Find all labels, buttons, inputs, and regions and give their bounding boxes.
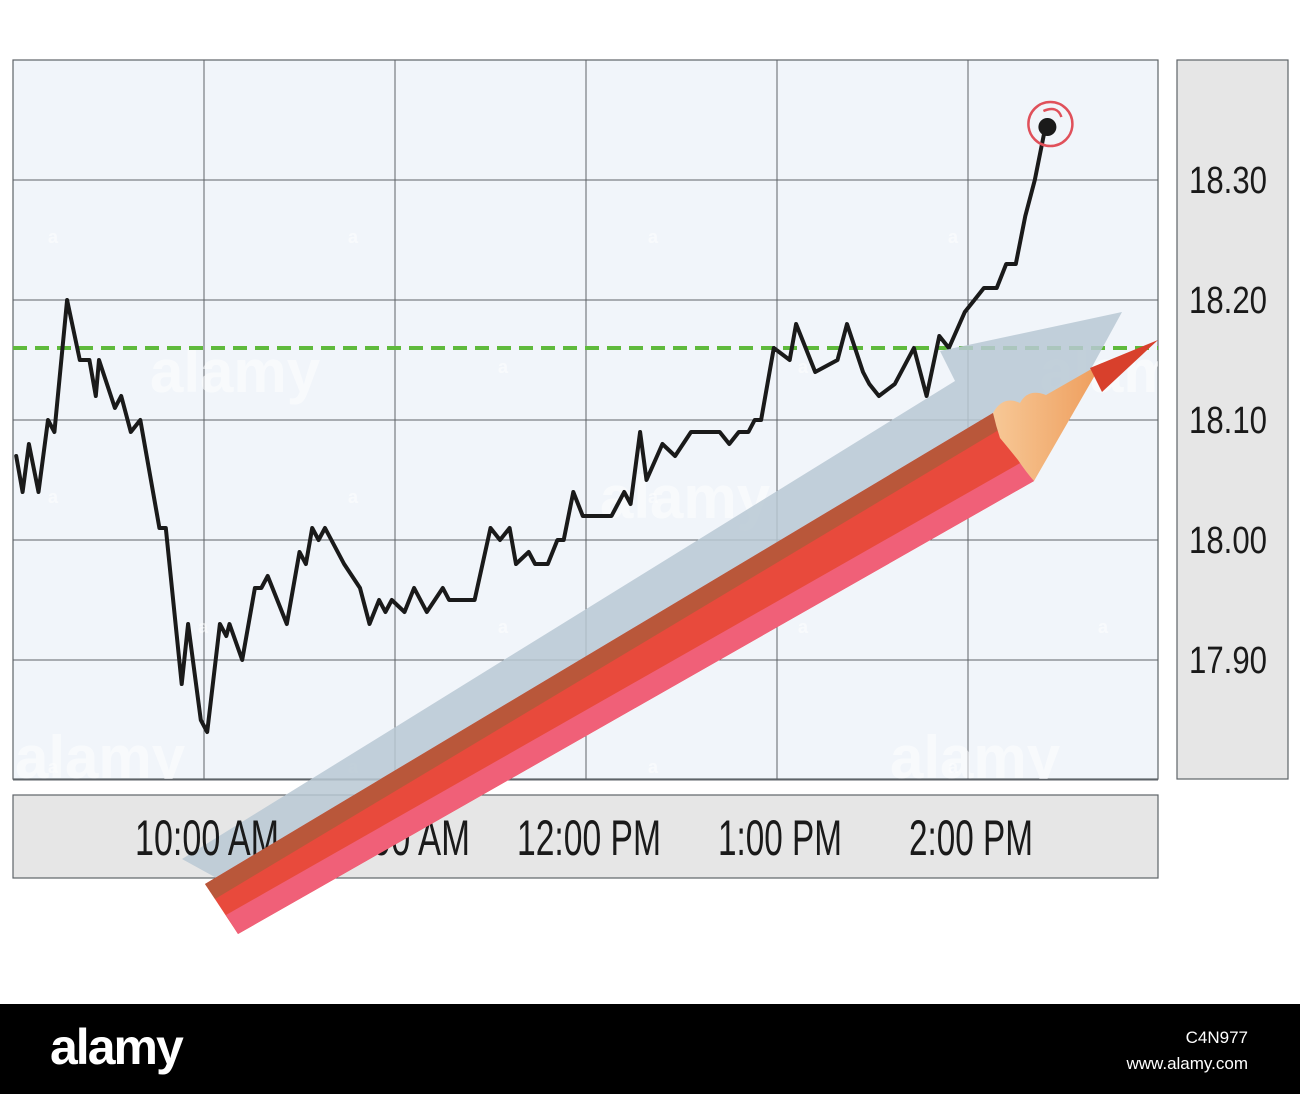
watermark-mark: a <box>348 487 359 507</box>
watermark-mark: a <box>648 757 659 777</box>
watermark-mark: a <box>498 617 509 637</box>
trend-arrow <box>182 312 1122 903</box>
watermark-mark: a <box>198 617 209 637</box>
pencil-wood <box>993 363 1102 481</box>
watermark-text: alamy <box>890 724 1061 791</box>
y-tick-label: 18.10 <box>1189 400 1267 442</box>
x-tick-label: 1:00 PM <box>718 810 842 866</box>
x-tick-label: 12:00 PM <box>517 810 661 866</box>
y-tick-label: 18.30 <box>1189 160 1267 202</box>
watermark-mark: a <box>498 357 509 377</box>
footer-bar: alamy C4N977 www.alamy.com <box>0 1004 1300 1094</box>
last-point-dot <box>1038 118 1057 136</box>
image-id-label: C4N977 <box>1185 1028 1248 1047</box>
pencil-illustration <box>205 340 1158 934</box>
watermark-mark: a <box>648 487 659 507</box>
watermark-mark: a <box>48 487 59 507</box>
x-tick-label: 2:00 PM <box>909 810 1033 866</box>
last-point-swirl <box>1042 107 1063 118</box>
y-tick-label: 18.20 <box>1189 280 1267 322</box>
watermark-mark: a <box>948 757 959 777</box>
watermark-mark: a <box>798 357 809 377</box>
last-point-ring <box>1027 100 1074 148</box>
watermark-mark: a <box>948 227 959 247</box>
watermark-text: alamy <box>15 724 186 791</box>
watermark-mark: a <box>798 617 809 637</box>
pencil-shadow <box>205 413 1002 899</box>
footer-logo[interactable]: alamy <box>50 1019 184 1075</box>
watermark-mark: a <box>48 227 59 247</box>
watermark-mark: a <box>1098 617 1109 637</box>
watermark-mark: a <box>348 227 359 247</box>
y-tick-label: 18.00 <box>1189 520 1267 562</box>
last-point-marker <box>1027 100 1074 148</box>
footer-url-link[interactable]: www.alamy.com <box>1126 1054 1248 1073</box>
y-tick-labels: 18.30 18.20 18.10 18.00 17.90 <box>1189 160 1267 682</box>
watermark-mark: a <box>648 227 659 247</box>
pencil-highlight <box>226 462 1034 934</box>
series-line <box>14 130 1047 734</box>
pencil-lead-tip <box>1090 340 1158 392</box>
watermark-mark: a <box>48 757 59 777</box>
y-axis-panel <box>1176 59 1289 780</box>
y-tick-label: 17.90 <box>1189 640 1267 682</box>
pencil-body <box>205 413 1034 934</box>
